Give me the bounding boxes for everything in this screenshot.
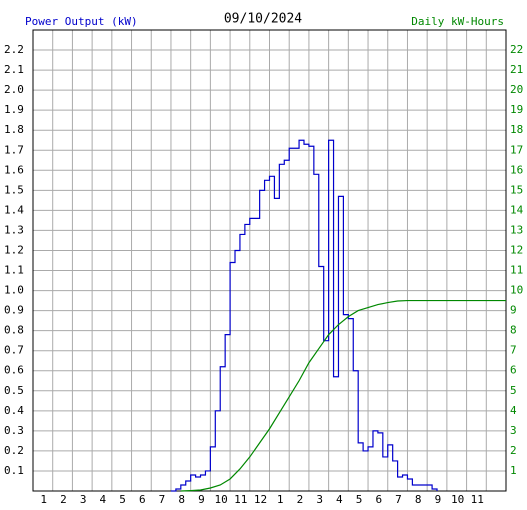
x-tick-label: 8 — [415, 493, 422, 506]
y2-tick-label: 20 — [510, 83, 523, 96]
y-tick-label: 0.8 — [4, 324, 24, 337]
y-tick-label: 1.6 — [4, 163, 24, 176]
x-tick-label: 9 — [198, 493, 205, 506]
x-tick-label: 1 — [40, 493, 47, 506]
y2-tick-label: 8 — [510, 324, 517, 337]
x-tick-label: 8 — [178, 493, 185, 506]
y-tick-label: 1.4 — [4, 203, 24, 216]
y-tick-label: 1.9 — [4, 103, 24, 116]
y2-tick-label: 6 — [510, 364, 517, 377]
x-tick-label: 10 — [451, 493, 464, 506]
y-tick-label: 1.8 — [4, 123, 24, 136]
x-tick-label: 10 — [214, 493, 227, 506]
x-tick-label: 2 — [297, 493, 304, 506]
y2-tick-label: 15 — [510, 183, 523, 196]
y2-tick-label: 16 — [510, 163, 523, 176]
x-tick-label: 2 — [60, 493, 67, 506]
y2-tick-label: 11 — [510, 264, 523, 277]
x-tick-label: 6 — [139, 493, 146, 506]
y-tick-label: 0.2 — [4, 444, 24, 457]
y-tick-label: 1.5 — [4, 183, 24, 196]
y2-tick-label: 9 — [510, 304, 517, 317]
y-tick-label: 1.0 — [4, 284, 24, 297]
x-tick-label: 11 — [471, 493, 484, 506]
y2-tick-label: 22 — [510, 43, 523, 56]
y2-tick-label: 18 — [510, 123, 523, 136]
y2-tick-label: 14 — [510, 203, 524, 216]
x-tick-label: 7 — [395, 493, 402, 506]
y-tick-label: 2.2 — [4, 43, 24, 56]
y2-tick-label: 21 — [510, 63, 523, 76]
x-tick-label: 5 — [119, 493, 126, 506]
y-tick-label: 2.1 — [4, 63, 24, 76]
y2-tick-label: 17 — [510, 143, 523, 156]
data-line — [170, 139, 438, 492]
x-tick-label: 7 — [159, 493, 166, 506]
y-tick-label: 2.0 — [4, 83, 24, 96]
y2-tick-label: 4 — [510, 404, 517, 417]
y-tick-label: 1.2 — [4, 243, 24, 256]
x-tick-label: 11 — [234, 493, 247, 506]
x-tick-label: 4 — [336, 493, 343, 506]
x-tick-label: 6 — [375, 493, 382, 506]
y2-tick-label: 5 — [510, 384, 517, 397]
y2-tick-label: 1 — [510, 464, 517, 477]
y2-tick-label: 10 — [510, 284, 523, 297]
y2-tick-label: 7 — [510, 344, 517, 357]
x-tick-label: 3 — [80, 493, 87, 506]
x-tick-label: 12 — [254, 493, 267, 506]
y-tick-label: 0.4 — [4, 404, 24, 417]
y2-tick-label: 2 — [510, 444, 517, 457]
y-axis-title: Power Output (kW) — [25, 15, 138, 28]
y-tick-label: 0.6 — [4, 364, 24, 377]
y-tick-label: 1.3 — [4, 223, 24, 236]
y-tick-label: 0.3 — [4, 424, 24, 437]
y2-tick-label: 19 — [510, 103, 523, 116]
y-tick-label: 0.7 — [4, 344, 24, 357]
x-tick-label: 5 — [356, 493, 363, 506]
x-tick-label: 3 — [316, 493, 323, 506]
y-tick-label: 1.1 — [4, 264, 24, 277]
x-tick-label: 1 — [277, 493, 284, 506]
x-tick-label: 9 — [435, 493, 442, 506]
data-line — [180, 299, 506, 492]
y-tick-label: 0.5 — [4, 384, 24, 397]
y2-tick-label: 3 — [510, 424, 517, 437]
chart-title: 09/10/2024 — [224, 12, 302, 27]
y2-tick-label: 12 — [510, 243, 523, 256]
y2-tick-label: 13 — [510, 223, 523, 236]
y-tick-label: 0.9 — [4, 304, 24, 317]
y-tick-label: 0.1 — [4, 464, 24, 477]
x-tick-label: 4 — [100, 493, 107, 506]
plot-border — [32, 29, 507, 492]
y-tick-label: 1.7 — [4, 143, 24, 156]
y2-axis-title: Daily kW-Hours — [411, 15, 504, 28]
